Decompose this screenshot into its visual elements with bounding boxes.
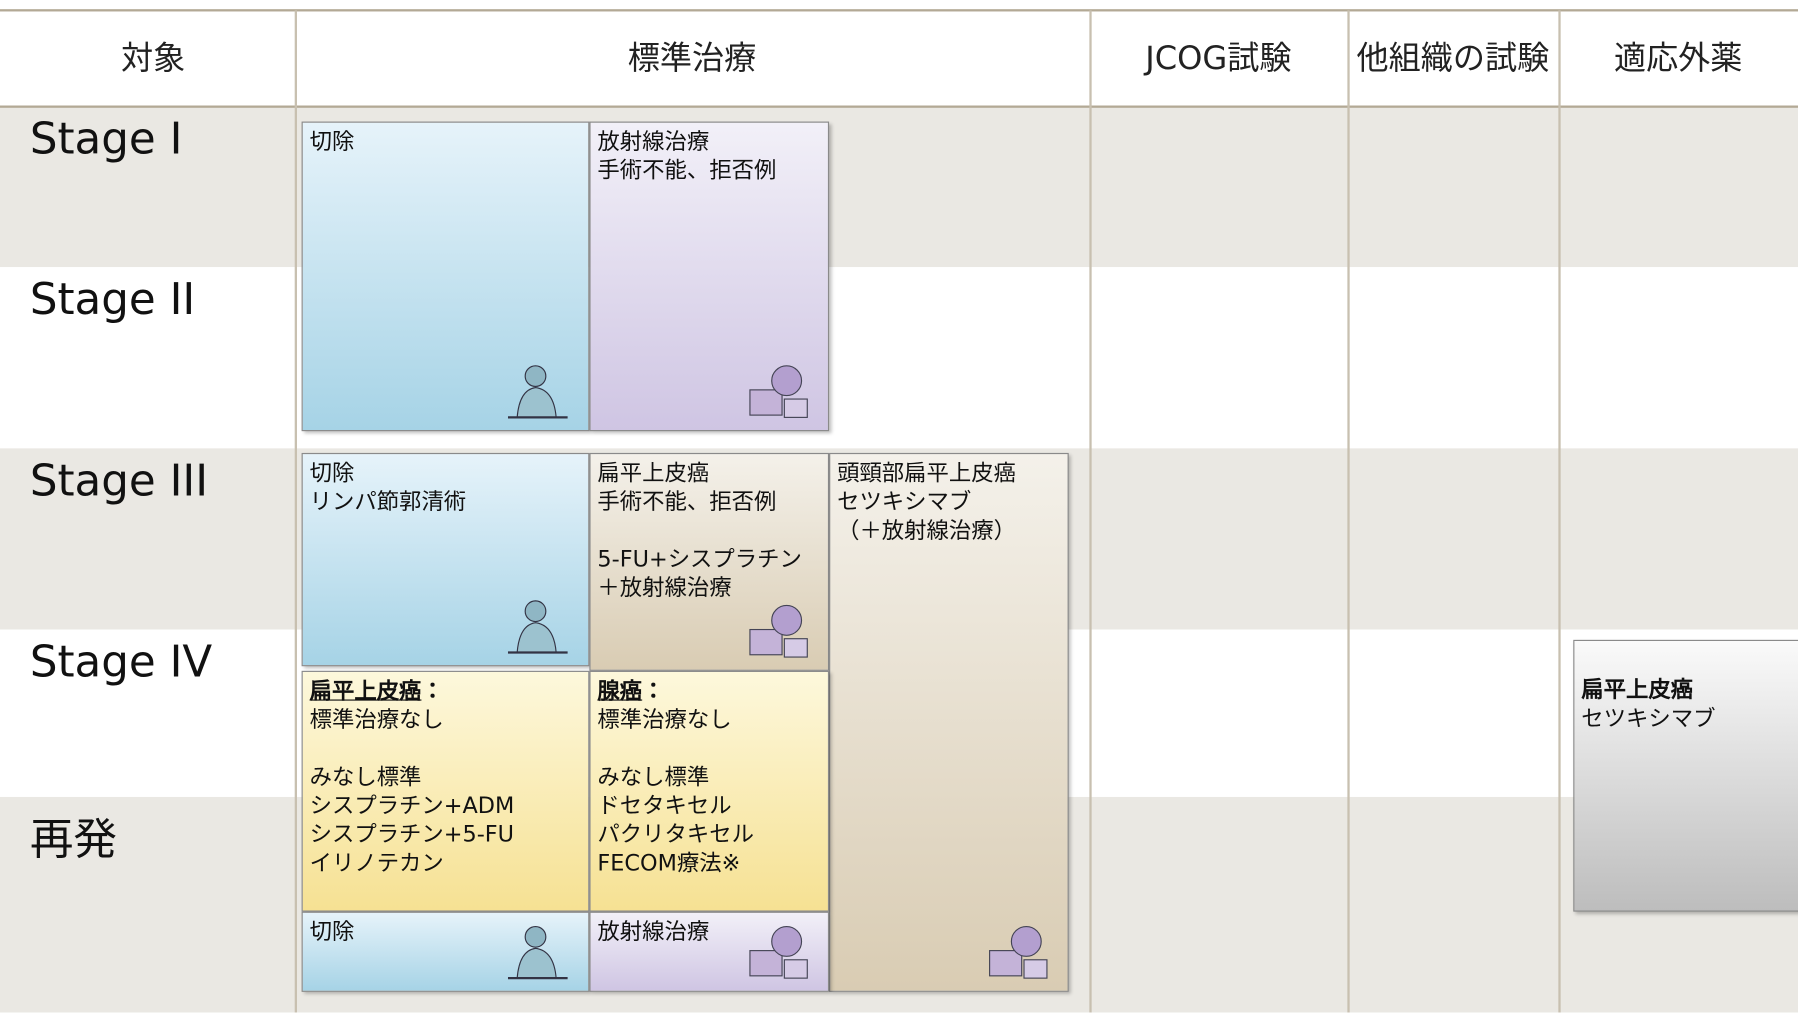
box-line: （＋放射線治療） — [837, 517, 1016, 544]
surgeon-icon — [507, 600, 568, 654]
column-rule — [1347, 10, 1350, 1013]
box-line: セツキシマブ — [1581, 705, 1716, 732]
box-paragraph: みなし標準 シスプラチン+ADM シスプラチン+5-FU イリノテカン — [310, 763, 582, 878]
box-line: 標準治療なし — [309, 706, 444, 733]
treatment-box: 扁平上皮癌 セツキシマブ — [1573, 639, 1798, 912]
box-paragraph: 標準治療なし — [310, 705, 582, 734]
box-line: 放射線治療 — [597, 918, 710, 945]
column-header: 他組織の試験 — [1356, 38, 1550, 77]
box-line: 手術不能、拒否例 — [597, 157, 777, 184]
box-line: リンパ節郭清術 — [309, 488, 467, 515]
column-header: JCOG試験 — [1145, 38, 1292, 77]
heading-mark: ： — [642, 677, 665, 705]
box-heading: 扁平上皮癌 — [1581, 675, 1798, 704]
box-line: ドセタキセル — [597, 792, 732, 819]
box-line: パクリタキセル — [597, 821, 754, 848]
heading-text: 扁平上皮癌 — [1581, 676, 1694, 703]
treatment-box: 放射線治療 — [589, 911, 830, 992]
column-rule — [1558, 10, 1561, 1013]
box-paragraph: 放射線治療 — [597, 917, 821, 946]
treatment-box: 腺癌： 標準治療なし みなし標準 ドセタキセル パクリタキセル FECOM療法※ — [589, 670, 830, 912]
row-label: Stage IV — [29, 636, 213, 687]
column-rule — [294, 10, 297, 1013]
box-paragraph: 切除 — [310, 127, 582, 156]
row-label: Stage II — [29, 274, 196, 325]
radiation-icon — [989, 925, 1048, 979]
box-paragraph: 放射線治療 手術不能、拒否例 — [597, 127, 821, 184]
header-rule — [0, 9, 1798, 12]
box-line: 切除 — [309, 918, 355, 945]
box-line: セツキシマブ — [837, 488, 972, 515]
heading-text: 扁平上皮癌 — [309, 677, 422, 705]
column-header: 対象 — [120, 38, 186, 77]
heading-text: 腺癌 — [597, 677, 643, 705]
box-paragraph: 切除 リンパ節郭清術 — [310, 459, 582, 516]
box-heading: 扁平上皮癌： — [310, 677, 582, 706]
box-line: みなし標準 — [309, 763, 422, 791]
surgeon-icon — [507, 365, 568, 419]
box-line: 放射線治療 — [597, 128, 710, 155]
surgeon-icon — [507, 925, 568, 980]
heading-mark: ： — [421, 677, 444, 705]
box-paragraph: セツキシマブ — [1581, 704, 1798, 733]
row-band — [0, 106, 1798, 268]
box-line: イリノテカン — [309, 849, 444, 877]
box-line: 切除 — [309, 459, 355, 487]
box-line: 扁平上皮癌 — [597, 459, 710, 487]
box-paragraph: みなし標準 ドセタキセル パクリタキセル FECOM療法※ — [597, 763, 821, 878]
box-heading: 腺癌： — [597, 677, 821, 706]
treatment-box: 切除 リンパ節郭清術 — [301, 452, 590, 667]
box-line: 標準治療なし — [597, 706, 732, 733]
treatment-box: 扁平上皮癌： 標準治療なし みなし標準 シスプラチン+ADM シスプラチン+5-FU イリ… — [301, 670, 590, 912]
box-paragraph: 標準治療なし — [597, 705, 821, 734]
box-paragraph: 扁平上皮癌 手術不能、拒否例 — [597, 459, 821, 516]
box-paragraph: 切除 — [310, 917, 582, 946]
treatment-box: 切除 — [301, 911, 590, 992]
box-line: ＋放射線治療 — [597, 574, 732, 601]
box-paragraph: 5-FU+シスプラチン ＋放射線治療 — [597, 545, 821, 602]
box-line: FECOM療法※ — [597, 849, 741, 877]
box-line: シスプラチン+ADM — [309, 792, 515, 819]
treatment-box: 扁平上皮癌 手術不能、拒否例 5-FU+シスプラチン ＋放射線治療 — [589, 452, 830, 671]
box-line: 切除 — [309, 128, 355, 155]
column-header: 標準治療 — [627, 38, 757, 77]
column-rule — [1089, 10, 1092, 1013]
row-label: Stage I — [29, 113, 183, 164]
column-header: 適応外薬 — [1613, 38, 1743, 77]
radiation-icon — [749, 925, 808, 979]
box-line: 手術不能、拒否例 — [597, 488, 777, 515]
row-label: 再発 — [29, 814, 117, 865]
box-paragraph: 頭頸部扁平上皮癌 セツキシマブ （＋放射線治療） — [837, 459, 1061, 545]
box-line: みなし標準 — [597, 763, 710, 791]
treatment-box: 放射線治療 手術不能、拒否例 — [589, 121, 830, 432]
row-band — [0, 267, 1798, 449]
treatment-box: 頭頸部扁平上皮癌 セツキシマブ （＋放射線治療） — [829, 452, 1069, 992]
box-line: 頭頸部扁平上皮癌 — [837, 459, 1016, 487]
radiation-icon — [749, 604, 808, 658]
row-label: Stage III — [29, 455, 209, 506]
treatment-box: 切除 — [301, 121, 590, 432]
radiation-icon — [749, 365, 808, 418]
box-line: 5-FU+シスプラチン — [597, 545, 802, 573]
box-line: シスプラチン+5-FU — [309, 821, 515, 848]
header-rule — [0, 105, 1798, 108]
